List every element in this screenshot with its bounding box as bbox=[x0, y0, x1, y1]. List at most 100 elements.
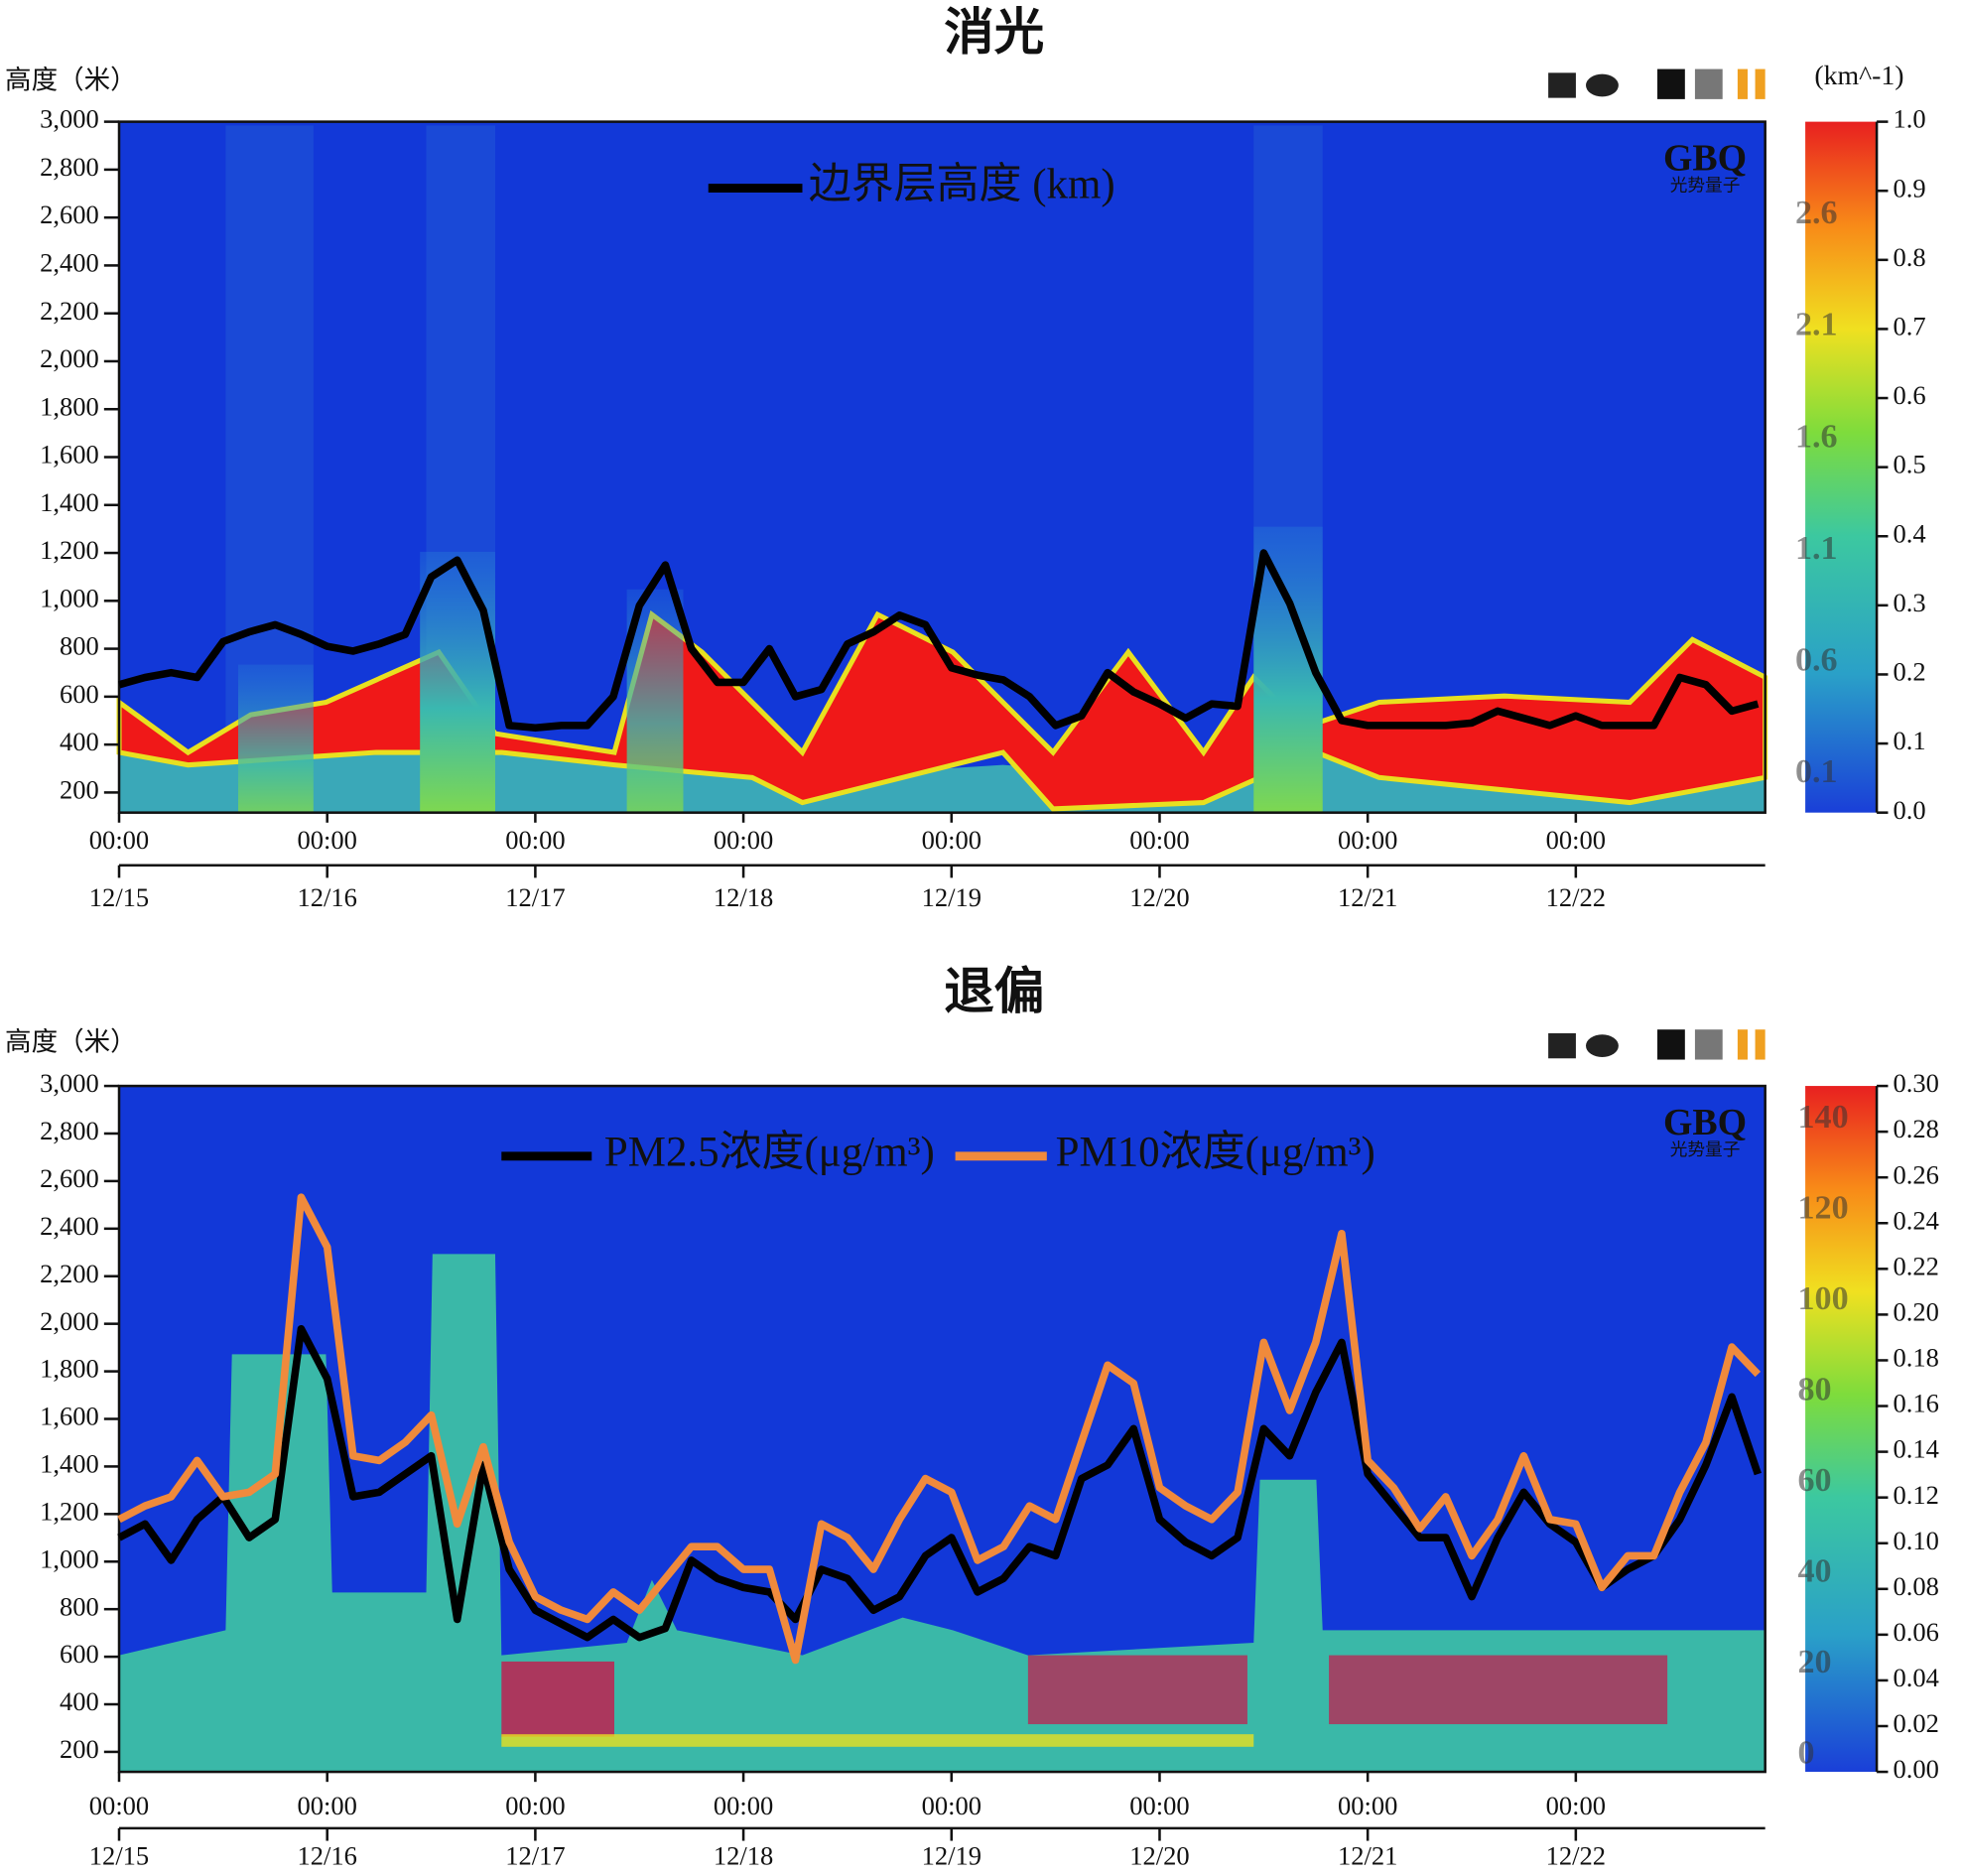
colorbar-tick-label: 0.5 bbox=[1894, 450, 1926, 479]
y-tick-label: 400 bbox=[60, 727, 99, 756]
y-tick-label: 1,600 bbox=[40, 440, 99, 469]
heatmap-bottom bbox=[119, 1086, 1766, 1773]
date-tick-label: 12/16 bbox=[297, 1840, 356, 1870]
y2-tick-label: 0 bbox=[1798, 1734, 1815, 1771]
y-tick-label: 600 bbox=[60, 679, 99, 709]
colorbar-inner-label: 1.1 bbox=[1795, 530, 1838, 567]
colorbar-label: (km^-1) bbox=[1814, 61, 1903, 91]
y-tick-label: 400 bbox=[60, 1686, 99, 1716]
colorbar-tick-label: 0.4 bbox=[1894, 518, 1926, 548]
legend-label: 边界层高度 (km) bbox=[809, 161, 1115, 207]
watermark-sub: 光势量子 bbox=[1670, 175, 1741, 195]
date-tick-label: 12/15 bbox=[89, 1840, 149, 1870]
colorbar-tick-label: 0.30 bbox=[1894, 1068, 1939, 1098]
colorbar-tick-label: 0.04 bbox=[1894, 1663, 1939, 1692]
series-line bbox=[117, 1193, 1762, 1665]
x-tick-label: 00:00 bbox=[89, 825, 149, 855]
x-tick-label: 00:00 bbox=[714, 1791, 773, 1820]
x-tick-label: 00:00 bbox=[297, 825, 356, 855]
y-tick-label: 1,200 bbox=[40, 1496, 99, 1526]
colorbar-tick-label: 0.7 bbox=[1894, 312, 1926, 341]
y-tick-label: 1,000 bbox=[40, 1543, 99, 1573]
colorbars bbox=[1805, 121, 1878, 1773]
y-tick-label: 2,000 bbox=[40, 1306, 99, 1336]
y-tick-label: 2,800 bbox=[40, 152, 99, 182]
y-tick-label: 1,400 bbox=[40, 1449, 99, 1479]
colorbar-tick-label: 0.0 bbox=[1894, 795, 1926, 825]
watermark: GBQ bbox=[1663, 138, 1747, 180]
x-tick-label: 00:00 bbox=[714, 825, 773, 855]
series-line bbox=[117, 1324, 1762, 1642]
y2-tick-label: 140 bbox=[1798, 1099, 1849, 1136]
y-tick-label: 1,000 bbox=[40, 583, 99, 612]
y-tick-label: 2,200 bbox=[40, 1259, 99, 1288]
colorbar-tick-label: 0.20 bbox=[1894, 1296, 1939, 1326]
y-tick-label: 2,400 bbox=[40, 248, 99, 278]
colorbar-tick-label: 0.22 bbox=[1894, 1251, 1939, 1280]
colorbar-inner-label: 0.6 bbox=[1795, 642, 1838, 679]
y2-tick-label: 120 bbox=[1798, 1190, 1849, 1227]
plot-frame bbox=[117, 1084, 1766, 1774]
colorbar-tick-label: 0.16 bbox=[1894, 1389, 1939, 1418]
date-tick-label: 12/19 bbox=[922, 1840, 981, 1870]
y-tick-label: 2,800 bbox=[40, 1116, 99, 1145]
colorbar-tick-label: 1.0 bbox=[1894, 104, 1926, 134]
date-tick-label: 12/17 bbox=[505, 882, 565, 912]
series-line bbox=[117, 549, 1760, 733]
x-tick-label: 00:00 bbox=[922, 825, 981, 855]
x-tick-label: 00:00 bbox=[1546, 1791, 1606, 1820]
y-tick-label: 800 bbox=[60, 1591, 99, 1621]
y-tick-label: 1,600 bbox=[40, 1402, 99, 1431]
colorbar-inner-label: 2.6 bbox=[1795, 195, 1838, 231]
colorbar-tick-label: 0.8 bbox=[1894, 242, 1926, 272]
date-tick-label: 12/20 bbox=[1129, 1840, 1189, 1870]
x-tick-label: 00:00 bbox=[1546, 825, 1606, 855]
date-tick-label: 12/18 bbox=[714, 1840, 773, 1870]
colorbar-tick-label: 0.2 bbox=[1894, 657, 1926, 687]
colorbar-inner-label: 1.6 bbox=[1795, 418, 1838, 455]
colorbar-inner-label: 2.1 bbox=[1795, 307, 1838, 343]
date-tick-label: 12/19 bbox=[922, 882, 981, 912]
date-tick-label: 12/18 bbox=[714, 882, 773, 912]
y-tick-label: 2,000 bbox=[40, 343, 99, 373]
y-tick-label: 3,000 bbox=[40, 1068, 99, 1098]
chart-title: 退偏 bbox=[944, 964, 1044, 1019]
x-tick-label: 00:00 bbox=[505, 825, 565, 855]
y-tick-label: 1,800 bbox=[40, 1354, 99, 1384]
colorbar-tick-label: 0.14 bbox=[1894, 1434, 1939, 1464]
y2-tick-label: 20 bbox=[1798, 1644, 1832, 1680]
chart-title: 消光 bbox=[944, 5, 1044, 61]
y-tick-label: 1,800 bbox=[40, 391, 99, 421]
colorbar-tick-label: 0.00 bbox=[1894, 1754, 1939, 1784]
toolbar-icons bbox=[1548, 68, 1766, 1060]
y2-tick-label: 60 bbox=[1798, 1462, 1832, 1499]
colorbar-tick-label: 0.10 bbox=[1894, 1526, 1939, 1555]
date-tick-label: 12/22 bbox=[1546, 1840, 1606, 1870]
x-tick-label: 00:00 bbox=[1129, 825, 1189, 855]
colorbar-tick-label: 0.9 bbox=[1894, 173, 1926, 202]
colorbar-tick-label: 0.1 bbox=[1894, 726, 1926, 755]
date-tick-label: 12/20 bbox=[1129, 882, 1189, 912]
date-tick-label: 12/21 bbox=[1338, 882, 1397, 912]
y-tick-label: 2,400 bbox=[40, 1211, 99, 1241]
colorbar-tick-label: 0.18 bbox=[1894, 1343, 1939, 1373]
y-tick-label: 2,600 bbox=[40, 1163, 99, 1193]
y-tick-label: 1,200 bbox=[40, 535, 99, 565]
y-tick-label: 200 bbox=[60, 774, 99, 804]
colorbar-tick-label: 0.28 bbox=[1894, 1114, 1939, 1143]
watermark: GBQ bbox=[1663, 1102, 1747, 1143]
colorbar-tick-label: 0.24 bbox=[1894, 1205, 1939, 1235]
x-tick-label: 00:00 bbox=[89, 1791, 149, 1820]
y-axis-label: 高度（米） bbox=[5, 66, 137, 95]
date-tick-label: 12/16 bbox=[297, 882, 356, 912]
y2-tick-label: 100 bbox=[1798, 1280, 1849, 1317]
x-tick-label: 00:00 bbox=[1338, 1791, 1397, 1820]
colorbar-tick-label: 0.3 bbox=[1894, 588, 1926, 617]
colorbar-tick-label: 0.26 bbox=[1894, 1159, 1939, 1189]
y-tick-label: 3,000 bbox=[40, 104, 99, 134]
y2-tick-label: 80 bbox=[1798, 1372, 1832, 1408]
y-tick-label: 800 bbox=[60, 631, 99, 661]
y-tick-label: 2,600 bbox=[40, 200, 99, 229]
